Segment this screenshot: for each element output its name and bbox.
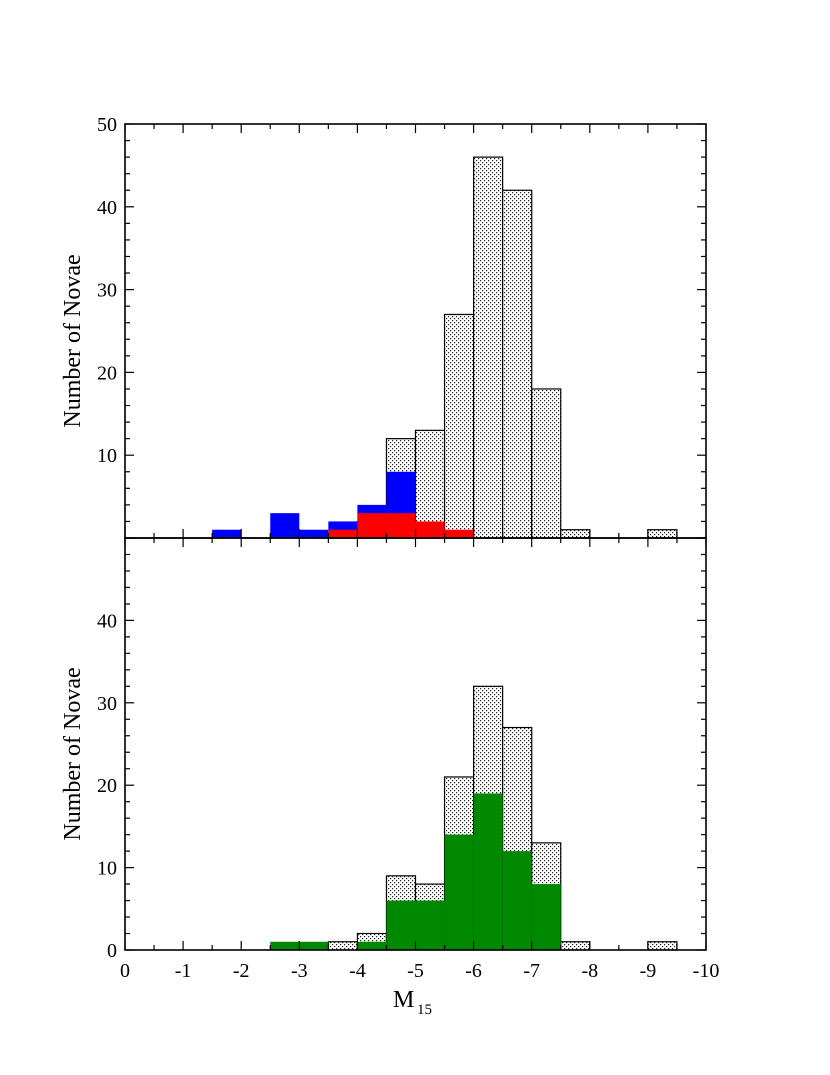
stippled-bar: [327, 941, 359, 951]
solid-bar: [212, 529, 242, 538]
y-axis-label: Number of Novae: [60, 667, 86, 840]
solid-bar: [328, 529, 358, 538]
solid-bar: [415, 900, 445, 950]
series-0: [356, 156, 678, 539]
solid-bar: [386, 900, 416, 950]
x-ticks: [124, 124, 707, 538]
x-tick-label: -5: [407, 960, 424, 982]
series-2: [328, 513, 474, 538]
bottom-histogram-panel: 0 10 20 30 40 0 -1 -2 -3 -4 -5 -6 -7 -8 -9 -10 Number of…: [60, 537, 720, 1018]
y-tick-label: 40: [97, 610, 117, 632]
x-tick-label: -1: [175, 960, 192, 982]
y-tick-label: 0: [107, 940, 117, 962]
series-1: [212, 471, 416, 538]
y-ticks: [125, 537, 706, 951]
solid-bar: [270, 513, 300, 538]
solid-bar: [299, 529, 329, 538]
solid-bar: [444, 834, 474, 950]
y-tick-label: 30: [97, 280, 117, 302]
y-ticks: [125, 123, 706, 539]
x-ticks: [124, 538, 707, 950]
y-tick-label: 30: [97, 693, 117, 715]
solid-bar: [502, 851, 532, 950]
y-axis-label: Number of Novae: [60, 254, 86, 427]
solid-bar: [444, 529, 474, 538]
x-tick-label: -2: [233, 960, 250, 982]
stippled-bar: [560, 941, 591, 951]
stippled-bar: [473, 156, 504, 539]
stippled-bar: [560, 529, 591, 539]
y-tick-label: 20: [97, 775, 117, 797]
stippled-bar: [414, 429, 446, 539]
x-tick-label: -7: [523, 960, 540, 982]
solid-bar: [270, 941, 300, 950]
stippled-bar: [531, 388, 562, 539]
x-tick-label: -10: [693, 960, 720, 982]
y-tick-label: 10: [97, 445, 117, 467]
x-tick-label: -9: [640, 960, 657, 982]
y-tick-label: 10: [97, 858, 117, 880]
x-axis-label: M: [393, 987, 414, 1013]
x-tick-label: 0: [120, 960, 130, 982]
stippled-bar: [647, 529, 678, 539]
solid-bar: [299, 941, 329, 950]
x-tick-label: -6: [465, 960, 482, 982]
solid-bar: [473, 793, 503, 950]
solid-bar: [357, 941, 387, 950]
x-axis-label-subscript: 15: [417, 1002, 432, 1018]
y-tick-label: 40: [97, 197, 117, 219]
y-tick-label: 20: [97, 362, 117, 384]
x-tick-label: -8: [581, 960, 598, 982]
series-1: [270, 793, 561, 950]
solid-bar: [531, 884, 561, 950]
x-tick-label: -4: [349, 960, 366, 982]
stippled-bar: [443, 313, 475, 539]
top-histogram-panel: 10 20 30 40 50 Number of Novae: [60, 114, 707, 539]
y-tick-label: 50: [97, 114, 117, 136]
stippled-bar: [502, 189, 533, 539]
solid-bar: [415, 521, 445, 538]
solid-bar: [386, 513, 416, 538]
solid-bar: [357, 513, 387, 538]
x-tick-label: -3: [291, 960, 308, 982]
stippled-bar: [647, 941, 678, 951]
